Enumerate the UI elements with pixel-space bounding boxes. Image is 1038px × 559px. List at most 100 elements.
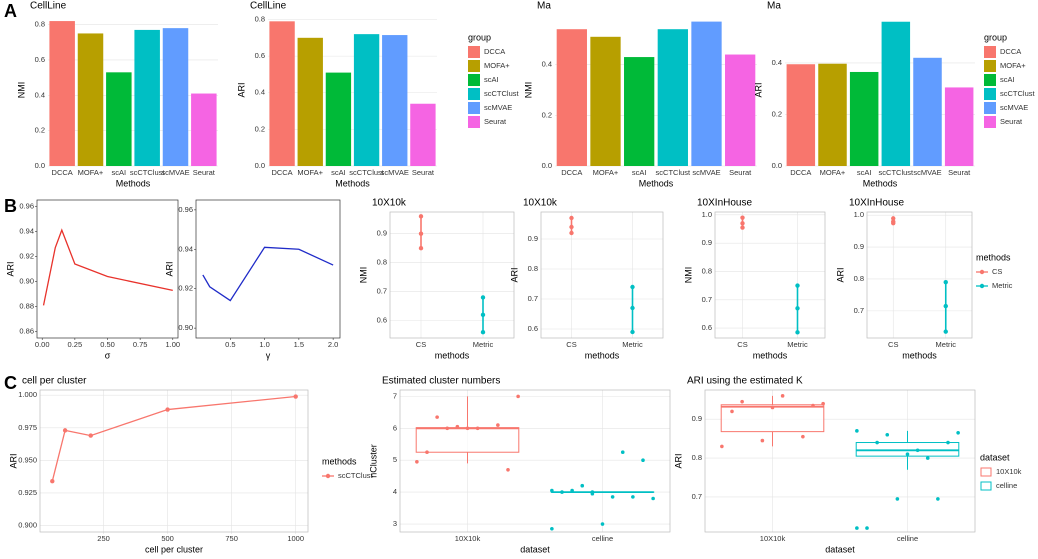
point [418,246,424,251]
point [730,409,734,414]
legend-label: MOFA+ [484,61,510,70]
y-tick-label: 0.4 [255,88,265,97]
legend-label: DCCA [1000,47,1021,56]
y-tick-label: 0.4 [772,58,782,67]
x-axis-label: Methods [639,178,674,188]
x-tick-label: Seurat [193,168,216,177]
legend-title: dataset [980,452,1010,462]
panel-border [389,211,515,339]
legend-label: scCTClust [484,89,520,98]
point [865,526,869,530]
point [641,458,645,463]
y-tick-label: 1.0 [702,210,712,219]
legend-label: scMVAE [484,103,512,112]
x-tick-label: scCTClust [656,168,692,177]
bar [77,33,104,166]
y-tick-label: 4 [393,487,397,496]
point [760,438,765,443]
legend-label: DCCA [484,47,505,56]
x-axis-label: σ [105,350,111,360]
point [506,467,510,472]
line [202,246,334,302]
x-tick-label: 0.5 [225,340,235,349]
x-tick-label: 500 [161,534,174,543]
chart-title: 10XInHouse [697,198,752,209]
point [165,407,170,412]
point [455,424,460,429]
x-tick-label: DCCA [52,168,73,177]
point [569,230,574,236]
bar [691,21,722,166]
y-tick-label: 0.90 [19,277,34,286]
bar [657,29,688,167]
legend-label: scCTClust [338,471,374,480]
x-tick-label: scAI [632,168,647,177]
x-tick-label: 10X10k [760,534,786,543]
box [415,427,520,453]
plot-background [196,200,340,338]
point [480,295,486,300]
y-tick-label: 0.8 [528,264,538,273]
plot-background [785,14,975,166]
chart-title: Estimated cluster numbers [382,376,500,387]
point [496,423,500,427]
chart-title: 10X10k [372,198,407,209]
panel-border [195,199,341,339]
bar [556,29,587,167]
y-tick-label: 0.9 [692,414,702,423]
legend-key [984,116,996,128]
panel-border [704,389,976,533]
legend-key [468,102,480,114]
point [795,283,800,288]
y-tick-label: 1.0 [854,210,864,219]
x-tick-label: scMVAE [161,168,189,177]
legend-key [984,60,996,72]
chart-title: 10X10k [523,198,558,209]
y-tick-label: 0.975 [18,423,37,432]
point [630,329,635,335]
x-tick-label: scCTClust [879,168,915,177]
legend-key [984,46,996,58]
legend-label: celline [996,481,1017,490]
point [801,434,805,439]
y-tick-label: 0.6 [528,324,538,333]
x-tick-label: CS [416,340,426,349]
y-tick-label: 0.6 [702,323,712,332]
y-tick-label: 0.9 [528,234,538,243]
x-tick-label: scMVAE [692,168,720,177]
x-tick-label: scCTClust [130,168,166,177]
bar [106,72,132,166]
panel-border [540,211,664,339]
x-tick-label: scCTClust [349,168,385,177]
y-tick-label: 0.8 [35,20,45,29]
legend-key [980,481,992,491]
point [550,527,554,531]
legend-key [984,74,996,86]
y-tick-label: 0.8 [702,266,712,275]
y-tick-label: 0.2 [255,124,265,133]
x-tick-label: 0.25 [68,340,83,349]
point [62,428,68,433]
y-tick-label: 0.0 [772,161,782,170]
y-axis-label: ARI [509,267,519,282]
x-tick-label: celline [592,534,613,543]
point [651,496,655,501]
y-axis-label: ARI [8,453,18,468]
bar [818,63,847,167]
plot-background [40,390,308,532]
y-tick-label: 0.92 [19,251,34,260]
x-tick-label: celline [897,534,918,543]
x-tick-label: 1000 [287,534,304,543]
point [580,483,585,488]
legend-key [468,116,480,128]
x-axis-label: cell per cluster [145,544,203,554]
bar [849,71,879,166]
x-tick-label: Metric [787,340,808,349]
panel-border [39,389,309,533]
x-axis-label: Methods [116,178,151,188]
panel-border [714,211,826,339]
plot-background [715,212,825,338]
point [946,440,950,445]
y-tick-label: 0.6 [35,55,45,64]
